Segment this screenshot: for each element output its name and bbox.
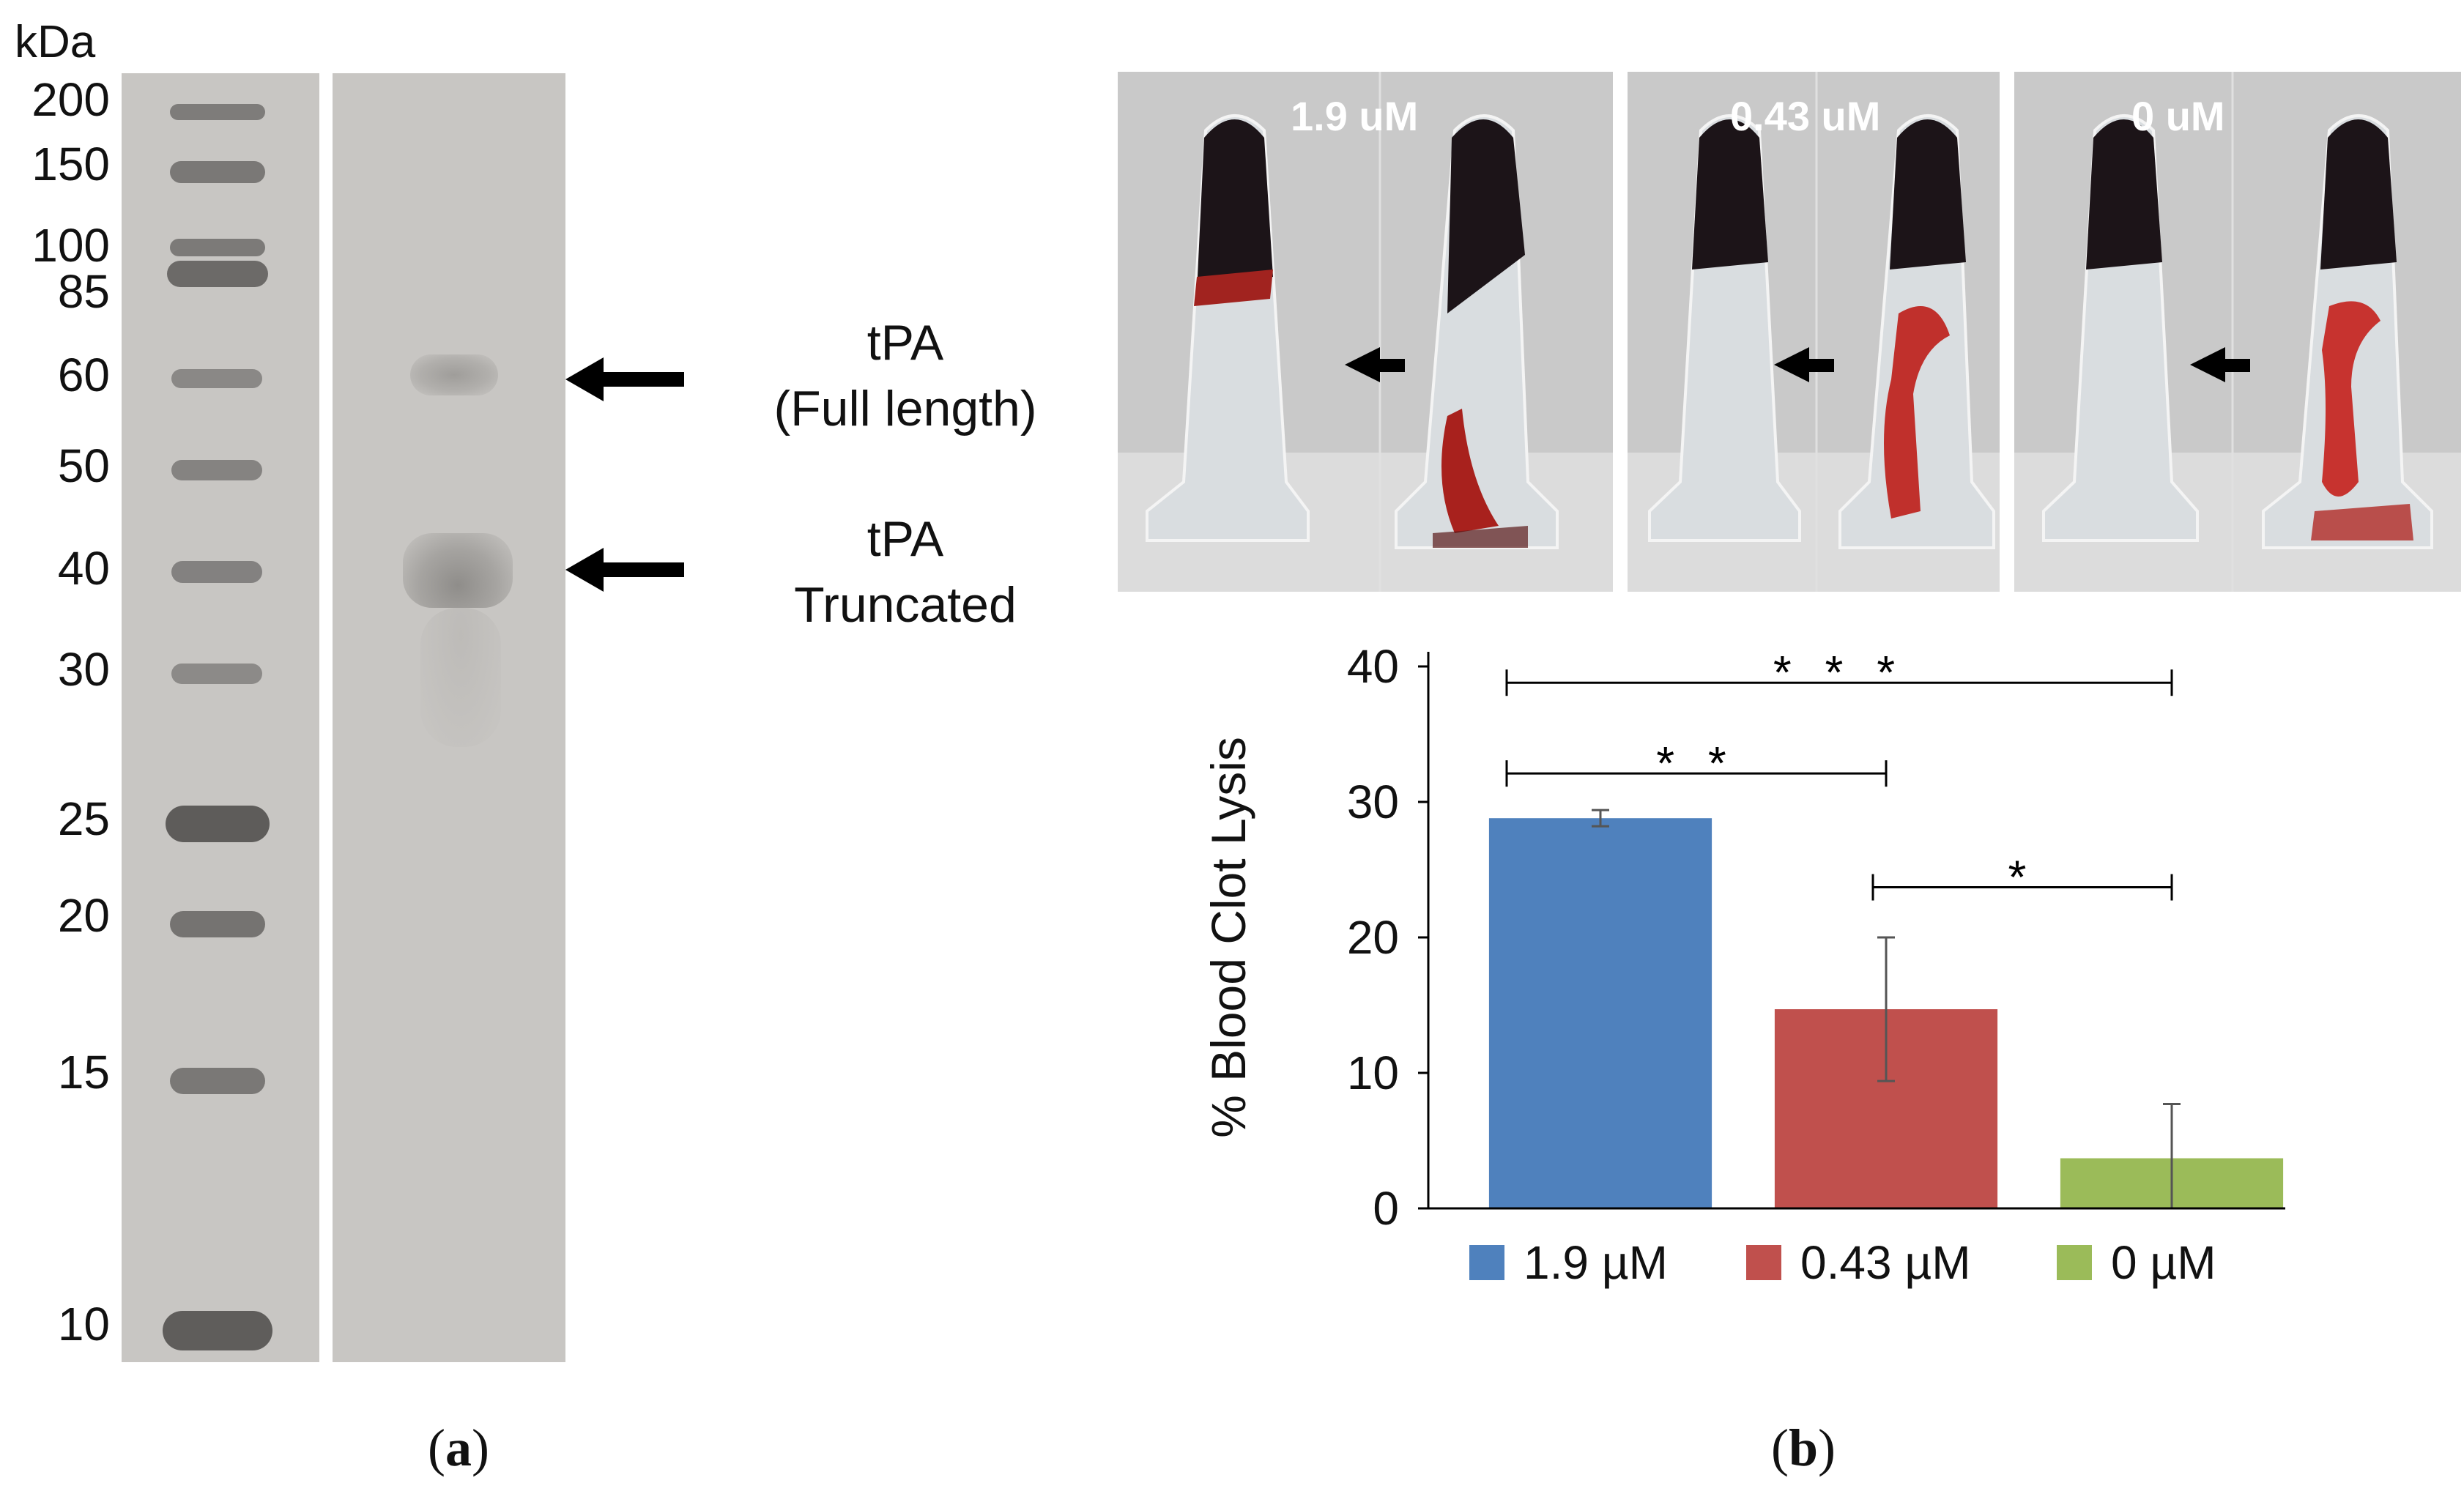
- ladder-band-15: [170, 1068, 265, 1094]
- ladder-band-10: [163, 1311, 272, 1350]
- ladder-band-150: [170, 161, 265, 183]
- annotation-truncated: tPA Truncated: [715, 507, 1096, 639]
- sample-smear: [420, 608, 501, 747]
- marker-label-60: 60: [57, 349, 110, 401]
- marker-label-25: 25: [57, 792, 110, 845]
- panel-label-a: (a): [428, 1419, 489, 1477]
- tube-photo-3: 0 uM: [2014, 72, 2461, 592]
- marker-label-85: 85: [57, 265, 110, 318]
- y-tick-label: 0: [1373, 1182, 1399, 1235]
- annotation-truncated-line1: tPA: [867, 511, 944, 567]
- ladder-band-30: [171, 664, 262, 684]
- sample-band-full-length: [410, 354, 498, 395]
- legend-swatch-1: [1469, 1245, 1504, 1280]
- annotation-truncated-line2: Truncated: [794, 576, 1017, 633]
- annotation-full-length-line2: (Full length): [773, 380, 1037, 436]
- bar-chart: % Blood Clot Lysis 0 10 20 30 40 * * * * * *: [1201, 640, 2285, 1235]
- marker-label-200: 200: [31, 73, 110, 126]
- bar-1: [1488, 818, 1712, 1208]
- y-axis-label: % Blood Clot Lysis: [1201, 737, 1255, 1138]
- legend-swatch-3: [2057, 1245, 2092, 1280]
- tube-photo-1: 1.9 uM: [1118, 72, 1613, 592]
- marker-label-20: 20: [57, 889, 110, 942]
- ladder-band-60: [171, 369, 262, 388]
- ladder-band-25: [166, 806, 270, 842]
- photo-label-3: 0 uM: [2131, 93, 2225, 139]
- marker-label-40: 40: [57, 542, 110, 595]
- arrow-left-icon: [565, 357, 684, 401]
- legend-label-1: 1.9 µM: [1524, 1236, 1668, 1289]
- panel-letter-b: b: [1788, 1419, 1819, 1477]
- legend-swatch-2: [1746, 1245, 1781, 1280]
- ladder-band-85: [167, 261, 268, 287]
- ladder-band-40: [171, 561, 262, 583]
- tube-pair-illustration: [1118, 72, 1613, 592]
- y-tick-label: 10: [1347, 1047, 1399, 1099]
- marker-label-15: 15: [57, 1046, 110, 1099]
- legend-label-2: 0.43 µM: [1800, 1236, 1971, 1289]
- marker-label-100: 100: [31, 219, 110, 272]
- panel-letter-a: a: [445, 1419, 472, 1477]
- sample-band-truncated: [403, 533, 513, 608]
- tube-pair-illustration: [2014, 72, 2461, 592]
- ladder-band-100: [170, 239, 265, 256]
- annotation-full-length-line1: tPA: [867, 315, 944, 371]
- marker-label-150: 150: [31, 138, 110, 190]
- tube-pair-illustration: [1628, 72, 2000, 592]
- marker-label-10: 10: [57, 1298, 110, 1350]
- kda-unit-label: kDa: [15, 17, 96, 67]
- ladder-band-200: [170, 104, 265, 120]
- significance-label-3: *: [2008, 851, 2037, 904]
- ladder-band-50: [171, 460, 262, 480]
- tube-photo-2: 0.43 uM: [1628, 72, 2000, 592]
- y-tick-label: 30: [1347, 776, 1399, 828]
- photo-label-2: 0.43 uM: [1730, 93, 1881, 139]
- y-tick-label: 40: [1347, 640, 1399, 693]
- ladder-band-20: [170, 911, 265, 937]
- gel-sample-lane: [333, 73, 565, 1362]
- significance-label-1: * * *: [1773, 646, 1905, 699]
- gel-ladder-lane: [122, 73, 319, 1362]
- panel-label-b: (b): [1771, 1419, 1836, 1477]
- arrow-left-icon: [565, 548, 684, 592]
- marker-label-30: 30: [57, 643, 110, 696]
- marker-label-50: 50: [57, 439, 110, 492]
- photo-label-1: 1.9 uM: [1291, 93, 1419, 139]
- annotation-full-length: tPA (Full length): [715, 311, 1096, 442]
- significance-label-2: * *: [1656, 737, 1737, 789]
- y-tick-label: 20: [1347, 911, 1399, 964]
- legend-label-3: 0 µM: [2111, 1236, 2216, 1289]
